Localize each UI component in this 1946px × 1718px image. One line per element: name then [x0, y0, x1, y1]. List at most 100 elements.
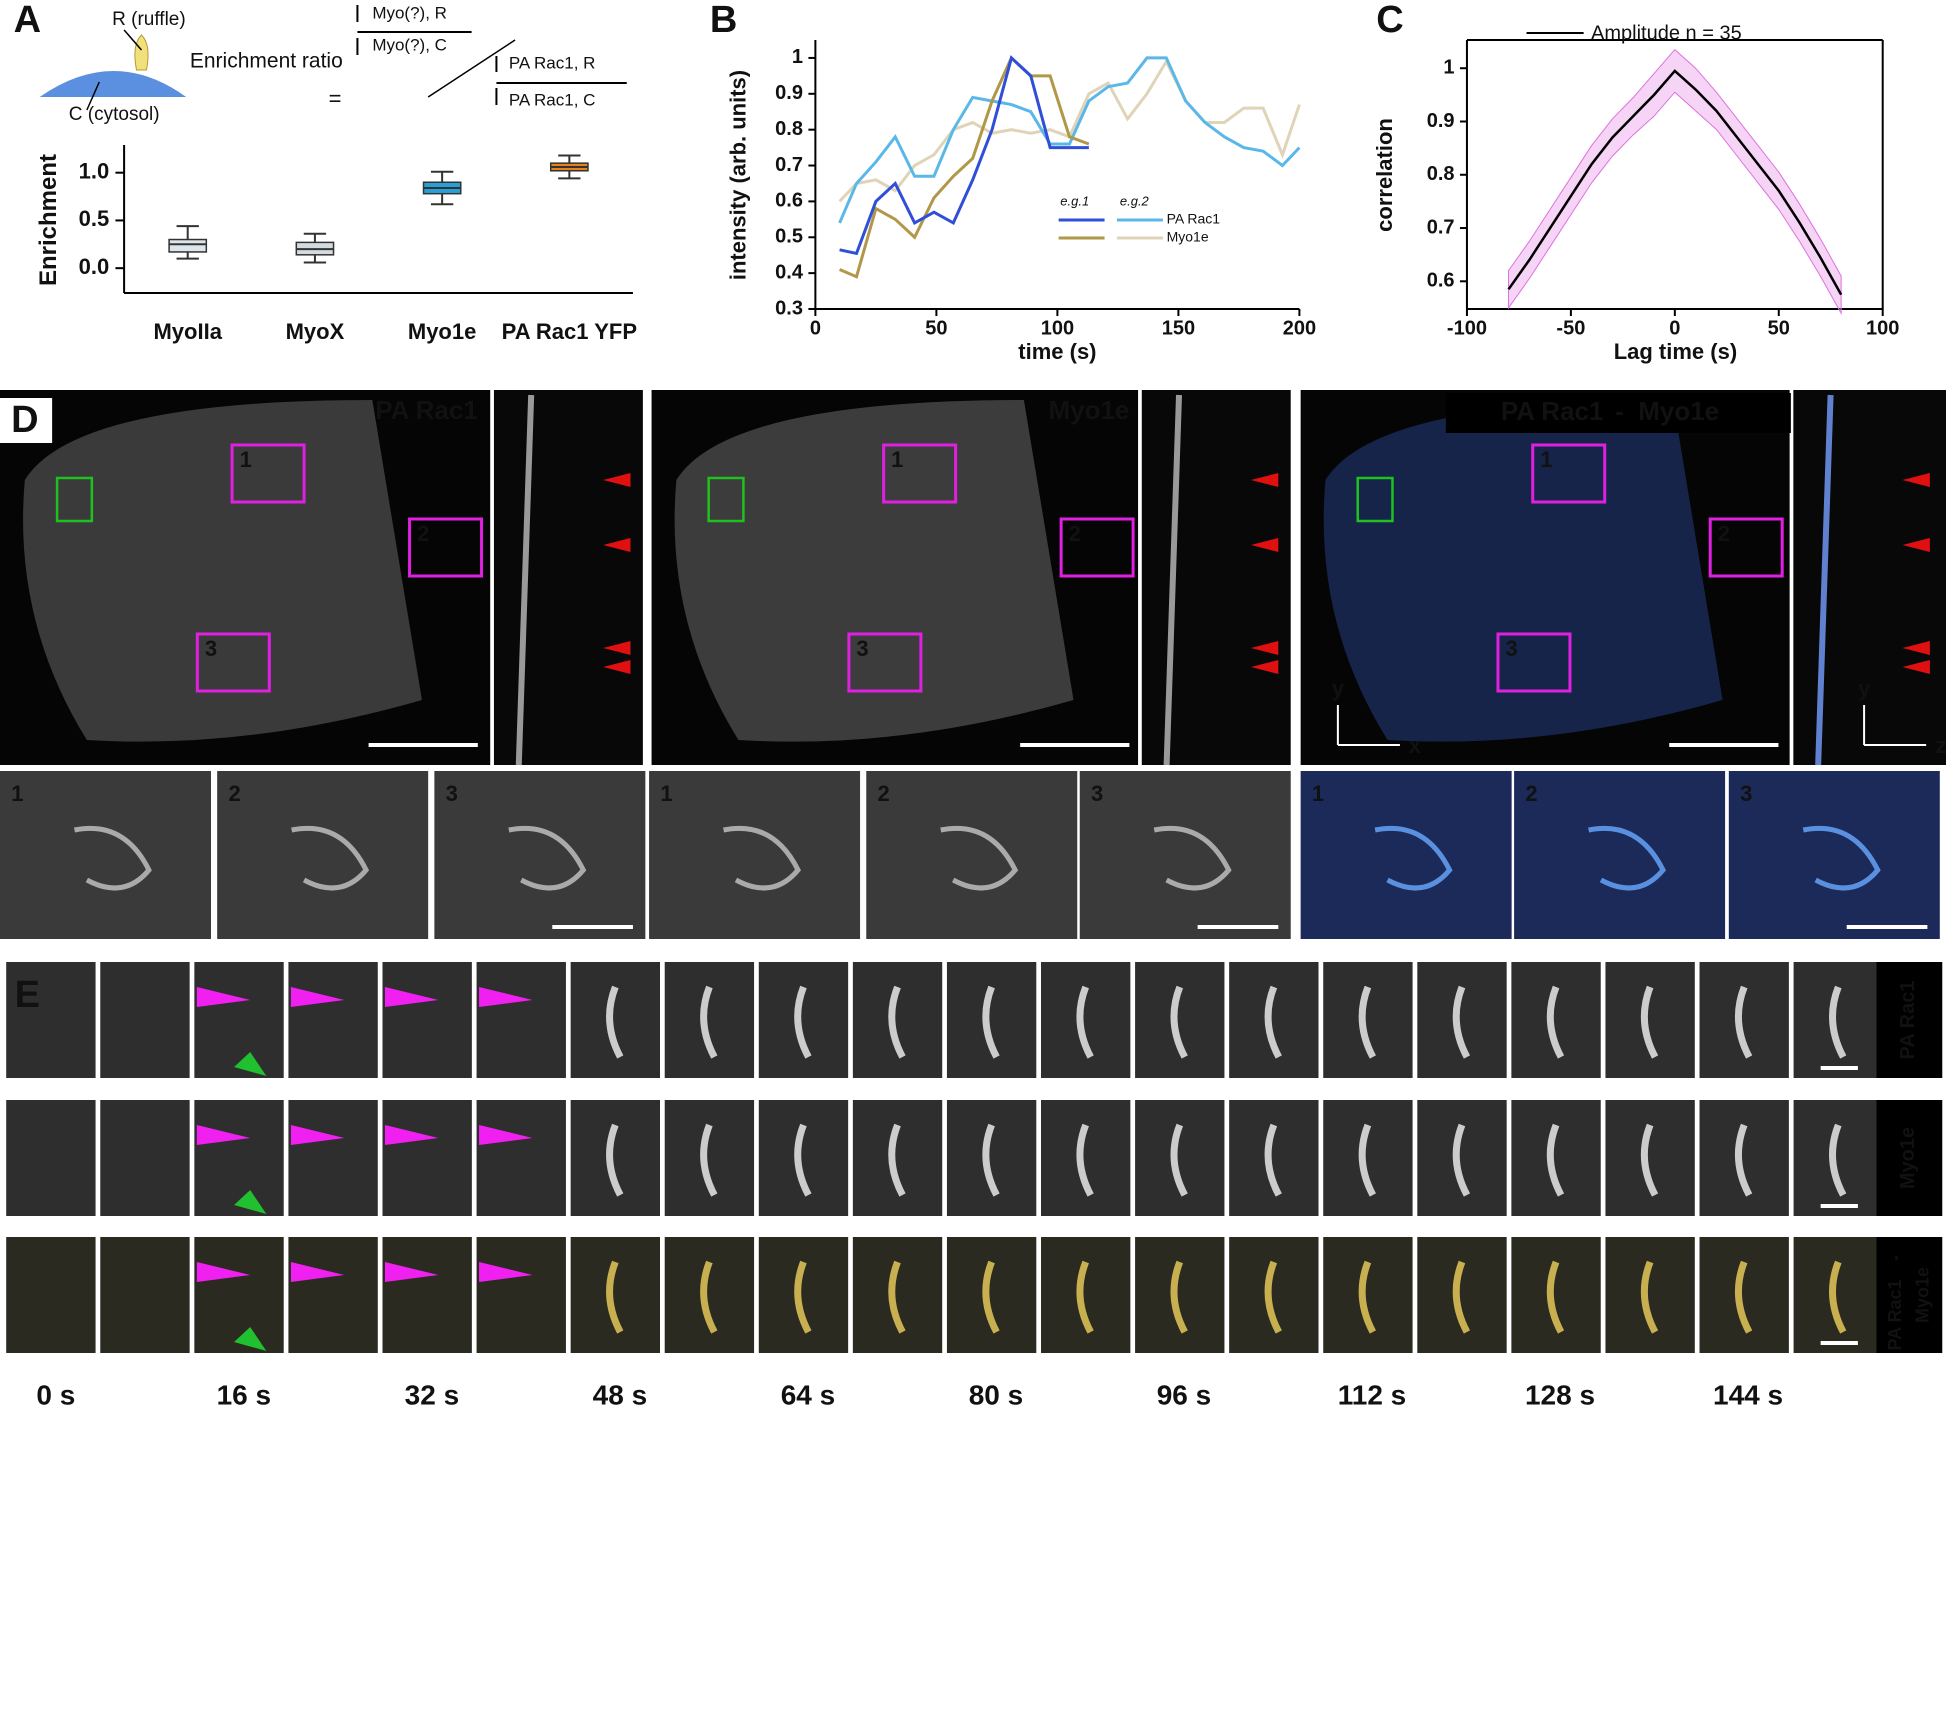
micrograph [382, 962, 472, 1078]
label: 1 [11, 781, 23, 806]
ruffle [1546, 1260, 1565, 1334]
arrowhead [234, 1190, 267, 1214]
roi-box [882, 443, 958, 504]
pointer [123, 29, 143, 51]
arrowhead [234, 1327, 267, 1351]
micrograph [288, 962, 378, 1078]
micrograph [288, 1100, 378, 1216]
arrowhead [196, 1125, 251, 1145]
y-tick-label: 0.7 [1427, 216, 1455, 238]
y-tick-label: 0.3 [775, 297, 803, 319]
y-tick-label: 1 [1443, 57, 1454, 79]
arrowhead [603, 538, 631, 552]
micrograph [382, 1100, 472, 1216]
ruffle [1076, 1260, 1094, 1334]
arrowhead [384, 1262, 439, 1282]
ruffle [888, 1123, 906, 1197]
label: y [1858, 676, 1871, 701]
roi-label: 2 [417, 521, 429, 546]
micrograph [100, 1100, 190, 1216]
x-tick-label: 150 [1162, 317, 1195, 339]
label: x [1409, 733, 1422, 758]
micrograph [6, 1237, 96, 1353]
micrograph [664, 1237, 755, 1353]
ruffle [1076, 1123, 1094, 1197]
label: Myo1e [1048, 395, 1129, 425]
roi-box [1496, 632, 1572, 693]
micrograph [1229, 1100, 1319, 1216]
roi-box [230, 443, 306, 504]
line [839, 55, 1090, 279]
ruffle [888, 1260, 906, 1334]
micrograph [476, 962, 566, 1078]
ruffle [1734, 1123, 1753, 1197]
x-tick-label: 100 [1041, 317, 1074, 339]
label: PA Rac1 [1501, 396, 1604, 426]
label: R (ruffle) [112, 9, 186, 30]
x-axis-label: time (s) [1018, 339, 1096, 364]
cell-edge [1163, 394, 1183, 766]
x-tick-label: Myo1e [408, 319, 476, 344]
time-label: 48 s [593, 1379, 648, 1410]
micrograph [1079, 771, 1291, 939]
micrograph [866, 771, 1078, 939]
line [1507, 69, 1843, 296]
micrograph [1511, 962, 1601, 1078]
micrograph [852, 962, 943, 1078]
y-tick-label: 0.5 [775, 226, 803, 248]
micrograph [493, 390, 643, 765]
ruffle [1829, 1123, 1847, 1197]
time-label: 128 s [1525, 1379, 1595, 1410]
y-tick-label: 0.6 [1427, 270, 1455, 292]
micrograph [758, 1237, 849, 1353]
pointer [86, 81, 100, 111]
label: PA Rac1, R [509, 53, 596, 72]
label: 1 [660, 781, 672, 806]
legend-group: e.g.2 [1120, 193, 1150, 208]
micrograph [0, 771, 211, 939]
micrograph [1135, 1100, 1225, 1216]
ruffle [700, 1260, 718, 1334]
micrograph [1514, 771, 1726, 939]
ruffle [1734, 985, 1753, 1059]
cell-edge [515, 394, 535, 766]
roi-label: 1 [891, 447, 903, 472]
y-axis-label: Enrichment [35, 154, 62, 286]
time-label: 32 s [405, 1379, 460, 1410]
y-tick-label: 1.0 [79, 159, 110, 184]
roi-label: 3 [856, 636, 868, 661]
x-tick-label: 100 [1866, 317, 1899, 339]
arrowhead [196, 987, 251, 1007]
cell [1323, 400, 1723, 742]
legend-label: Amplitude n = 35 [1591, 22, 1742, 44]
micrograph [1511, 1100, 1601, 1216]
arrowhead [479, 1262, 533, 1282]
label: 1 [1312, 781, 1324, 806]
ruffle [1640, 985, 1659, 1059]
arrowhead [384, 1125, 439, 1145]
ruffle [1452, 1260, 1471, 1334]
arrowhead [1902, 641, 1930, 655]
label: Myo(?), R [372, 3, 447, 22]
ruffle [1170, 1260, 1188, 1334]
x-tick-label: 50 [925, 317, 947, 339]
label: 2 [1525, 781, 1537, 806]
ruffle [794, 1260, 812, 1334]
label: Myo1e [1897, 1127, 1919, 1189]
arrowhead [603, 473, 631, 487]
legend-group: e.g.1 [1060, 193, 1089, 208]
roi-box [55, 476, 94, 523]
micrograph [1793, 1237, 1883, 1353]
micrograph [1728, 771, 1940, 939]
ruffle [1170, 985, 1188, 1059]
arrowhead [1902, 473, 1930, 487]
arrowhead [1902, 538, 1930, 552]
label: = [329, 86, 342, 111]
y-tick-label: 0.6 [775, 190, 803, 212]
label: D [11, 399, 38, 441]
ruffle [982, 1260, 1000, 1334]
label: A [14, 0, 41, 41]
arrowhead [1251, 660, 1279, 674]
micrograph [382, 1237, 472, 1353]
time-label: 112 s [1338, 1379, 1407, 1410]
